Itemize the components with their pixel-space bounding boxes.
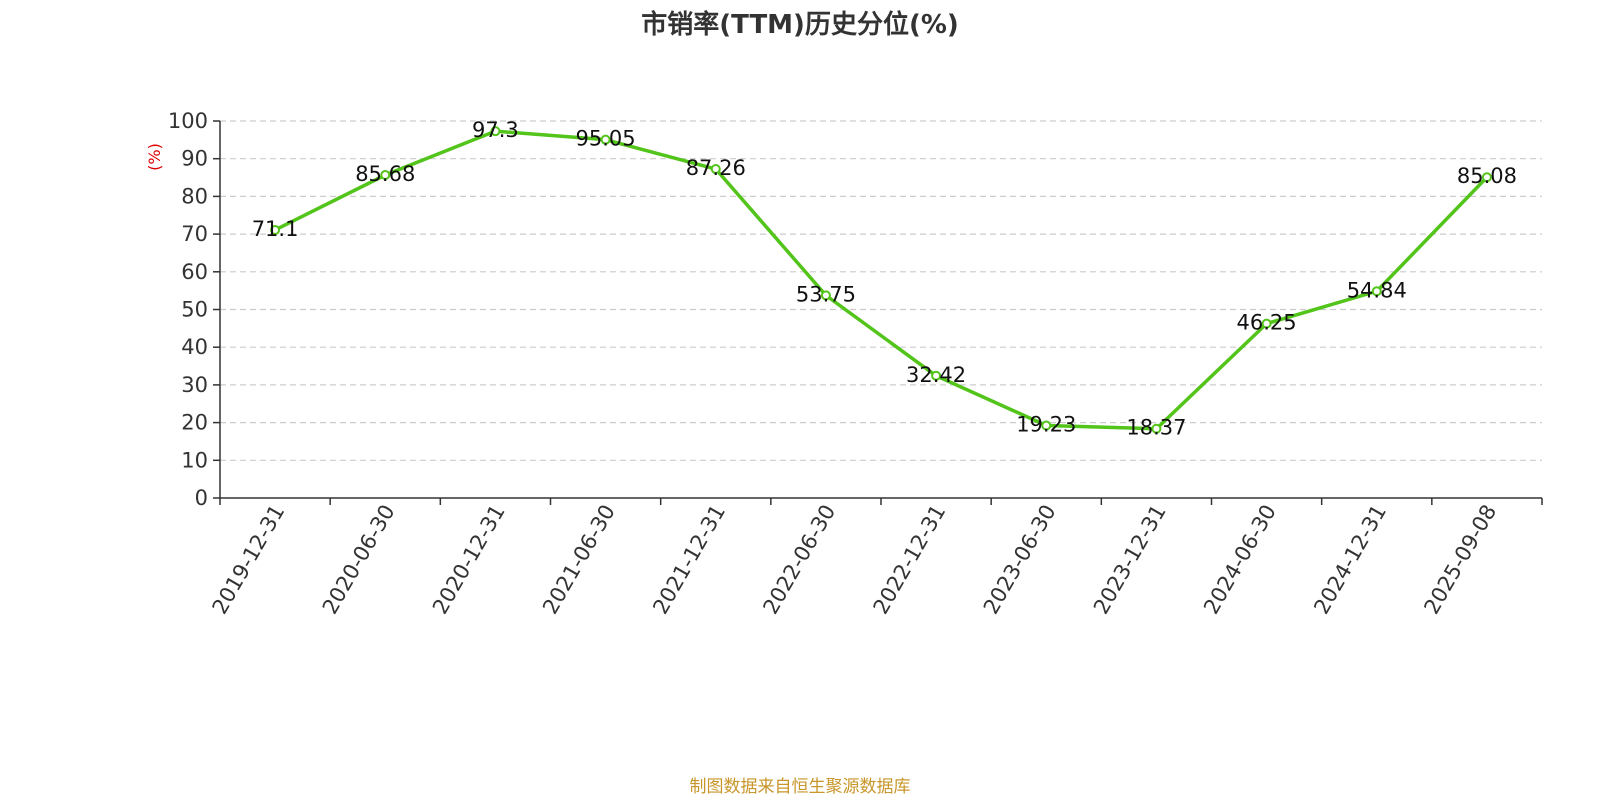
y-tick-label: 70 — [181, 222, 208, 246]
data-point — [1151, 423, 1162, 434]
data-point — [270, 224, 281, 235]
x-tick-label: 2020-12-31 — [428, 501, 510, 619]
data-label: 97.3 — [472, 118, 519, 142]
y-tick-label: 80 — [181, 184, 208, 208]
y-tick-label: 40 — [181, 335, 208, 359]
data-labels: 71.1 85.68 97.3 95.05 87.26 53.75 32.42 19.23 18… — [252, 118, 1517, 440]
x-tick-label: 2023-06-30 — [979, 501, 1061, 619]
data-point — [380, 169, 391, 180]
series-layer — [270, 126, 1492, 434]
y-tick-label: 20 — [181, 411, 208, 435]
data-label: 87.26 — [686, 156, 746, 180]
grid-lines — [220, 120, 1542, 461]
data-point — [931, 370, 942, 381]
data-label: 19.23 — [1016, 413, 1076, 437]
x-tick-label: 2021-06-30 — [538, 501, 620, 619]
y-tick-label: 60 — [181, 260, 208, 284]
data-point — [1261, 318, 1272, 329]
y-tick-label: 30 — [181, 373, 208, 397]
x-tick-label: 2023-12-31 — [1089, 501, 1171, 619]
data-point — [1041, 420, 1052, 431]
x-tick-label: 2025-09-08 — [1419, 501, 1501, 619]
y-tick-label: 10 — [181, 448, 208, 472]
y-tick-label: 100 — [168, 109, 208, 133]
data-label: 95.05 — [576, 127, 636, 151]
data-label: 85.68 — [355, 162, 415, 186]
series-line — [273, 129, 1489, 431]
data-point — [490, 126, 501, 137]
x-tick-labels: 2019-12-31 2020-06-30 2020-12-31 2021-06-30… — [208, 501, 1502, 619]
data-point — [1481, 172, 1492, 183]
data-label: 85.08 — [1457, 164, 1517, 188]
y-tick-labels: 0 10 20 30 40 50 60 70 80 90 100 — [168, 109, 208, 510]
y-tick-label: 0 — [195, 486, 208, 510]
data-point — [600, 134, 611, 145]
data-point — [1371, 286, 1382, 297]
data-label: 18.37 — [1126, 416, 1186, 440]
axes — [213, 120, 1543, 505]
x-tick-label: 2021-12-31 — [648, 501, 730, 619]
x-tick-label: 2022-12-31 — [869, 501, 951, 619]
x-tick-label: 2022-06-30 — [758, 501, 840, 619]
data-point — [820, 290, 831, 301]
data-point — [710, 164, 721, 175]
data-label: 46.25 — [1237, 311, 1297, 335]
y-axis-unit-label: (%) — [145, 143, 164, 171]
y-tick-label: 90 — [181, 147, 208, 171]
x-tick-label: 2024-06-30 — [1199, 501, 1281, 619]
source-note: 制图数据来自恒生聚源数据库 — [690, 777, 911, 797]
x-tick-label: 2024-12-31 — [1309, 501, 1391, 619]
data-label: 53.75 — [796, 282, 856, 306]
chart-title: 市销率(TTM)历史分位(%) — [641, 9, 959, 40]
data-label: 32.42 — [906, 363, 966, 387]
x-tick-label: 2019-12-31 — [208, 501, 290, 619]
data-label: 54.84 — [1347, 278, 1407, 302]
x-tick-label: 2020-06-30 — [318, 501, 400, 619]
data-label: 71.1 — [252, 217, 299, 241]
y-tick-label: 50 — [181, 298, 208, 322]
